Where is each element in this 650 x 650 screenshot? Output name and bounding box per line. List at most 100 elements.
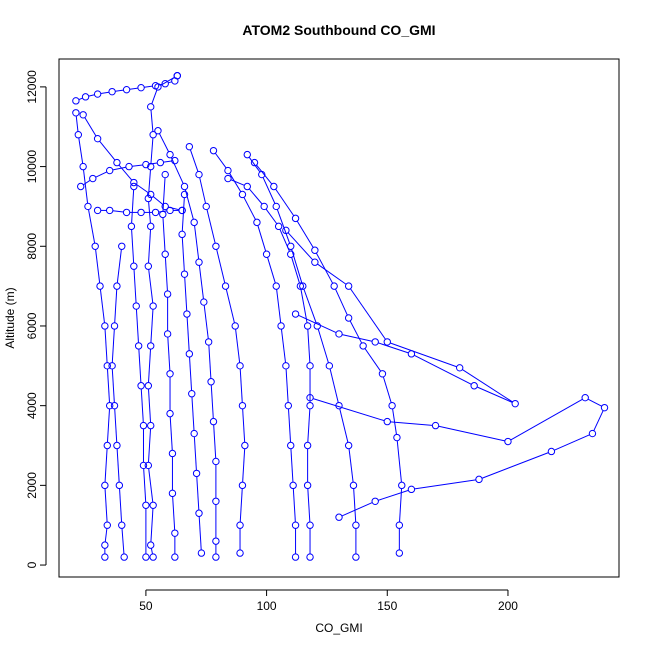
- data-point: [272, 282, 280, 290]
- series-16: [159, 170, 179, 561]
- y-axis: 0 2000 4000 6000 8000 10000 12000: [25, 70, 47, 568]
- data-point: [209, 146, 218, 155]
- series-line-segment: [307, 408, 311, 443]
- data-point: [161, 202, 169, 211]
- series-line-segment: [129, 87, 138, 90]
- series-line-segment: [287, 232, 314, 261]
- data-point: [147, 103, 155, 111]
- data-point: [142, 553, 150, 561]
- data-point: [137, 382, 145, 390]
- data-point: [383, 338, 391, 346]
- data-point: [105, 206, 114, 215]
- series-line-segment: [390, 342, 457, 368]
- data-point: [475, 475, 483, 484]
- series-line-segment: [280, 329, 287, 363]
- data-point: [171, 529, 179, 537]
- data-point: [306, 553, 314, 561]
- data-point: [581, 393, 589, 402]
- series-line-segment: [100, 91, 110, 95]
- data-point: [115, 481, 124, 490]
- series-4: [77, 156, 179, 191]
- data-point: [180, 190, 189, 199]
- data-point: [166, 409, 174, 418]
- y-tick-label: 6000: [25, 312, 39, 339]
- series-line-segment: [203, 305, 209, 339]
- series-line-segment: [267, 257, 276, 284]
- data-point: [243, 182, 251, 191]
- series-line-segment: [198, 516, 202, 550]
- series-17: [178, 190, 206, 557]
- y-tick-label: 4000: [25, 392, 39, 419]
- data-point: [79, 162, 87, 171]
- series-line-segment: [216, 249, 226, 284]
- data-point: [306, 521, 314, 529]
- data-point: [130, 262, 138, 270]
- data-point: [127, 222, 136, 231]
- data-point: [395, 521, 404, 529]
- series-line-segment: [399, 488, 403, 523]
- data-point: [190, 429, 198, 438]
- series-line-segment: [116, 448, 120, 483]
- series-line-segment: [276, 289, 282, 323]
- series-line-segment: [162, 217, 166, 252]
- data-point: [511, 399, 519, 408]
- data-point: [291, 310, 300, 318]
- data-point: [504, 437, 512, 446]
- data-point: [120, 553, 128, 561]
- data-point: [93, 90, 102, 98]
- data-point: [166, 206, 174, 215]
- series-line-segment: [396, 440, 402, 483]
- data-point: [144, 461, 153, 470]
- data-point: [311, 258, 319, 266]
- data-point: [144, 194, 153, 203]
- data-point: [74, 131, 83, 139]
- series-line-segment: [148, 388, 152, 423]
- series-line-segment: [291, 249, 303, 284]
- x-axis-label: CO_GMI: [315, 621, 362, 635]
- series-line-segment: [510, 398, 583, 441]
- series-line-segment: [172, 496, 176, 531]
- series-line-segment: [213, 424, 217, 459]
- series-line-segment: [75, 115, 79, 132]
- data-point: [113, 282, 121, 290]
- data-point: [224, 174, 232, 183]
- data-point: [344, 314, 353, 322]
- series-line-segment: [78, 137, 84, 164]
- data-point: [238, 190, 247, 199]
- series-line-segment: [296, 220, 314, 248]
- series-line-segment: [150, 548, 153, 555]
- data-point: [183, 310, 191, 318]
- data-point: [282, 362, 290, 370]
- data-point: [407, 485, 416, 494]
- series-line-segment: [140, 388, 144, 423]
- series-line-segment: [329, 368, 339, 403]
- x-tick-label: 50: [139, 599, 153, 613]
- data-point: [118, 521, 126, 529]
- series-line-segment: [99, 289, 105, 323]
- series-line-segment: [160, 76, 175, 86]
- series-line-segment: [148, 428, 152, 463]
- data-point: [188, 390, 196, 398]
- data-point: [147, 162, 155, 171]
- data-point: [161, 250, 169, 258]
- series-line-segment: [148, 269, 154, 303]
- data-point: [274, 222, 283, 231]
- data-point: [388, 401, 396, 410]
- data-point: [105, 401, 114, 410]
- series-line-segment: [554, 434, 590, 451]
- series-line-segment: [285, 368, 289, 403]
- data-point: [236, 362, 244, 370]
- series-line-segment: [83, 179, 91, 186]
- data-point: [212, 497, 220, 505]
- data-point: [195, 258, 203, 266]
- series-line-segment: [291, 257, 300, 284]
- data-point: [588, 429, 597, 438]
- data-point: [325, 362, 334, 370]
- series-line-segment: [243, 197, 256, 220]
- series-line-segment: [162, 177, 166, 212]
- series-line-segment: [476, 386, 513, 403]
- plot-frame: [58, 58, 620, 578]
- series-line-segment: [307, 329, 311, 363]
- data-point: [159, 210, 167, 219]
- data-point: [195, 509, 203, 517]
